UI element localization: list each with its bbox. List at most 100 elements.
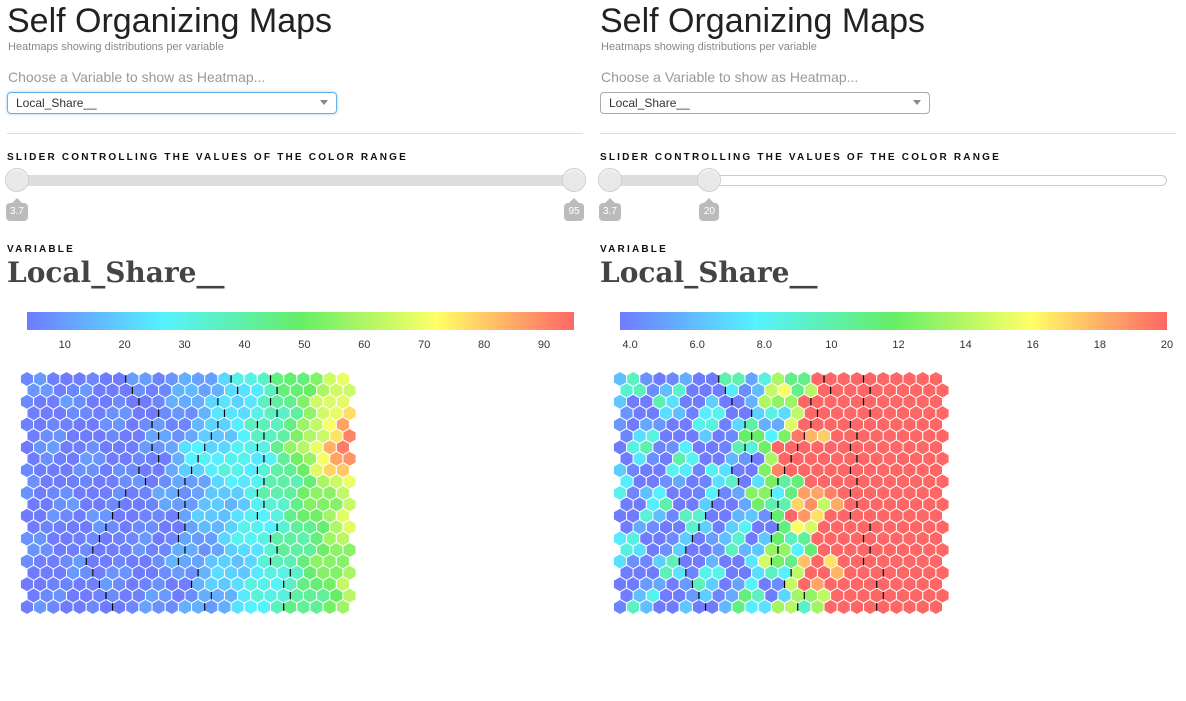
legend-tick-label: 8.0	[757, 339, 772, 351]
som-hex-cell	[335, 598, 351, 616]
page-subtitle: Heatmaps showing distributions per varia…	[601, 41, 817, 53]
som-hex-cell	[823, 598, 838, 616]
slider-min-value: 3.7	[599, 198, 621, 221]
som-hex-cell	[72, 598, 87, 616]
chevron-down-icon	[913, 100, 921, 105]
legend-tick-label: 60	[358, 339, 370, 351]
som-hex-cell	[731, 598, 746, 616]
som-hex-cell	[902, 598, 917, 616]
legend-tick-label: 20	[1161, 339, 1173, 351]
som-hex-cell	[309, 598, 324, 616]
legend-tick-label: 30	[178, 339, 190, 351]
slider-label: SLIDER CONTROLLING THE VALUES OF THE COL…	[7, 152, 408, 163]
som-hex-cell	[915, 598, 930, 616]
legend-tick-label: 12	[892, 339, 904, 351]
legend-tick-label: 6.0	[690, 339, 705, 351]
variable-heading-label: VARIABLE	[600, 244, 668, 255]
som-hex-cell	[191, 598, 206, 616]
page-title: Self Organizing Maps	[7, 2, 333, 40]
legend-tick-label: 50	[298, 339, 310, 351]
som-hex-cell	[33, 598, 48, 616]
slider-handle-min[interactable]	[5, 168, 29, 192]
slider-max-value: 20	[699, 198, 720, 221]
som-hex-cell	[836, 598, 851, 616]
slider-min-value: 3.7	[6, 198, 28, 221]
som-hex-cell	[217, 598, 232, 616]
chevron-down-icon	[320, 100, 328, 105]
color-range-slider-selection	[17, 175, 574, 186]
som-hex-cell	[770, 598, 786, 616]
som-hex-cell	[876, 598, 891, 616]
som-hex-cell	[46, 598, 61, 616]
som-hex-cell	[296, 598, 311, 616]
som-hex-cell	[322, 598, 337, 616]
som-hex-cell	[151, 598, 166, 616]
cluster-boundaries	[678, 375, 884, 611]
som-hex-cell	[744, 598, 759, 616]
som-hex-cell	[889, 598, 904, 616]
legend-tick-label: 14	[960, 339, 972, 351]
som-hex-cell	[863, 598, 878, 616]
som-hex-cell	[928, 598, 944, 616]
variable-select-label: Choose a Variable to show as Heatmap...	[601, 69, 859, 85]
variable-select-value: Local_Share__	[609, 96, 690, 110]
som-hex-cell	[797, 598, 812, 616]
som-hex-cell	[243, 598, 258, 616]
som-hex-cell	[810, 598, 825, 616]
som-hex-cell	[757, 598, 772, 616]
som-hex-cell	[678, 598, 693, 616]
variable-select[interactable]: Local_Share__	[600, 92, 930, 114]
legend-tick-label: 90	[538, 339, 550, 351]
legend-tick-label: 18	[1094, 339, 1106, 351]
som-hex-cell	[665, 598, 680, 616]
som-hex-cell	[98, 598, 114, 616]
variable-heading-label: VARIABLE	[7, 244, 75, 255]
slider-max-value: 95	[564, 198, 584, 221]
variable-heading-name: Local_Share__	[7, 256, 225, 289]
som-heatmap	[19, 370, 357, 616]
som-panel-left: Self Organizing Maps Heatmaps showing di…	[5, 0, 586, 701]
som-heatmap	[612, 370, 950, 616]
som-hex-cell	[849, 598, 865, 616]
som-hex-cell	[283, 598, 298, 616]
legend-tick-label: 80	[478, 339, 490, 351]
som-hex-cell	[639, 598, 654, 616]
slider-handle-max[interactable]	[562, 168, 586, 192]
som-hex-cell	[204, 598, 219, 616]
cluster-boundaries	[85, 375, 291, 611]
slider-label: SLIDER CONTROLLING THE VALUES OF THE COL…	[600, 152, 1001, 163]
variable-select-value: Local_Share__	[16, 96, 97, 110]
som-hex-cell	[718, 598, 733, 616]
som-hex-cell	[784, 598, 799, 616]
som-hex-cell	[177, 598, 193, 616]
som-hex-cell	[85, 598, 100, 616]
color-legend: 10 20 30 40 50 60 70 80 90	[27, 312, 574, 351]
variable-select[interactable]: Local_Share__	[7, 92, 337, 114]
som-hex-cell	[626, 598, 641, 616]
som-hex-cell	[138, 598, 153, 616]
som-hex-cell	[256, 598, 272, 616]
legend-tick-label: 10	[59, 339, 71, 351]
variable-select-label: Choose a Variable to show as Heatmap...	[8, 69, 266, 85]
som-hex-cell	[164, 598, 179, 616]
som-hex-cell	[19, 598, 35, 616]
som-hex-cell	[125, 598, 140, 616]
som-panel-right: Self Organizing Maps Heatmaps showing di…	[598, 0, 1176, 701]
slider-handle-min[interactable]	[598, 168, 622, 192]
som-hex-cell	[705, 598, 720, 616]
som-hex-cell	[652, 598, 667, 616]
divider	[600, 133, 1176, 134]
divider	[7, 133, 583, 134]
som-hex-cell	[59, 598, 74, 616]
page-title: Self Organizing Maps	[600, 2, 926, 40]
color-legend: 4.0 6.0 8.0 10 12 14 16 18 20	[620, 312, 1173, 351]
slider-handle-max[interactable]	[697, 168, 722, 192]
som-hex-cell	[230, 598, 245, 616]
som-hex-cell	[270, 598, 285, 616]
page-subtitle: Heatmaps showing distributions per varia…	[8, 41, 224, 53]
legend-tick-label: 16	[1027, 339, 1039, 351]
legend-tick-label: 4.0	[622, 339, 637, 351]
som-hex-cell	[691, 598, 707, 616]
som-hex-cell	[612, 598, 628, 616]
som-hex-cell	[112, 598, 127, 616]
